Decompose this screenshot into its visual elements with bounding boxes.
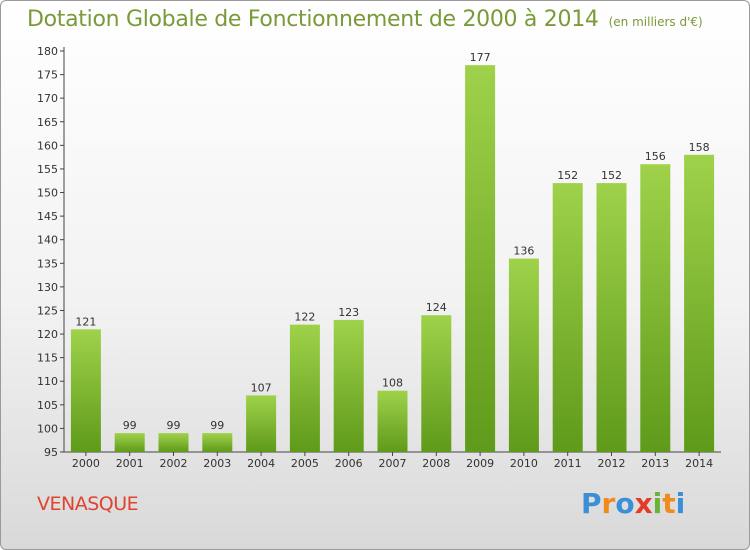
x-tick-label: 2005	[291, 457, 319, 470]
y-tick-label: 140	[37, 234, 58, 247]
y-tick-label: 105	[37, 399, 58, 412]
chart-unit-note: (en milliers d'€)	[608, 15, 703, 29]
chart-title-main: Dotation Globale de Fonctionnement de 20…	[27, 7, 599, 32]
bar-value-label: 136	[513, 245, 534, 258]
x-tick-label: 2008	[422, 457, 450, 470]
y-tick-label: 165	[37, 116, 58, 129]
bar-2002	[158, 433, 189, 452]
bar-2004	[246, 395, 277, 452]
bar-2003	[202, 433, 233, 452]
bar-value-label: 156	[645, 150, 666, 163]
x-tick-label: 2006	[335, 457, 363, 470]
bar-2001	[114, 433, 145, 452]
bar-value-label: 123	[338, 306, 359, 319]
y-tick-label: 125	[37, 304, 58, 317]
bar-2008	[421, 315, 452, 452]
x-tick-label: 2003	[203, 457, 231, 470]
bar-2009	[465, 65, 496, 452]
y-tick-label: 135	[37, 257, 58, 270]
y-tick-label: 160	[37, 139, 58, 152]
bar-value-label: 99	[123, 419, 137, 432]
x-tick-label: 2011	[554, 457, 582, 470]
bar-value-label: 107	[251, 381, 272, 394]
bar-2011	[552, 183, 583, 452]
y-tick-label: 100	[37, 422, 58, 435]
y-tick-label: 145	[37, 210, 58, 223]
bar-value-label: 152	[557, 169, 578, 182]
y-tick-label: 175	[37, 69, 58, 82]
x-tick-label: 2004	[247, 457, 275, 470]
x-tick-label: 2012	[598, 457, 626, 470]
bar-value-label: 99	[167, 419, 181, 432]
y-tick-label: 155	[37, 163, 58, 176]
bar-2013	[640, 164, 671, 453]
bar-value-label: 158	[689, 141, 710, 154]
y-tick-label: 110	[37, 375, 58, 388]
bar-value-label: 122	[294, 311, 315, 324]
bar-value-label: 108	[382, 377, 403, 390]
bar-value-label: 124	[426, 301, 447, 314]
bar-2010	[508, 258, 539, 452]
commune-name: VENASQUE	[37, 493, 139, 515]
bar-value-label: 177	[470, 51, 491, 64]
chart-labels: 121 2000 99 2001 99 2002 99 2003 107 2004 122 2005 1…	[72, 51, 713, 470]
x-tick-label: 2007	[379, 457, 407, 470]
bar-2006	[333, 319, 364, 452]
bar-value-label: 152	[601, 169, 622, 182]
y-tick-label: 130	[37, 281, 58, 294]
y-tick-label: 170	[37, 92, 58, 105]
x-tick-label: 2010	[510, 457, 538, 470]
chart-title: Dotation Globale de Fonctionnement de 20…	[27, 7, 703, 32]
bar-2014	[684, 154, 715, 452]
x-tick-label: 2000	[72, 457, 100, 470]
proxiti-logo: Proxiti	[581, 487, 686, 520]
chart-bars	[70, 65, 715, 453]
y-tick-label: 120	[37, 328, 58, 341]
x-tick-label: 2014	[685, 457, 713, 470]
x-tick-label: 2013	[641, 457, 669, 470]
bar-2012	[596, 183, 627, 452]
x-tick-label: 2002	[160, 457, 188, 470]
bar-value-label: 99	[210, 419, 224, 432]
chart-axes: 95 100 105 110 115 120 125 130 135 140 145 150 155 16…	[37, 45, 721, 459]
y-tick-label: 95	[44, 446, 58, 459]
bar-2007	[377, 390, 408, 452]
x-tick-label: 2001	[116, 457, 144, 470]
bar-value-label: 121	[75, 315, 96, 328]
bar-2000	[70, 329, 101, 452]
bar-2005	[289, 324, 320, 452]
y-tick-label: 180	[37, 45, 58, 58]
x-tick-label: 2009	[466, 457, 494, 470]
y-tick-label: 115	[37, 352, 58, 365]
y-tick-label: 150	[37, 187, 58, 200]
